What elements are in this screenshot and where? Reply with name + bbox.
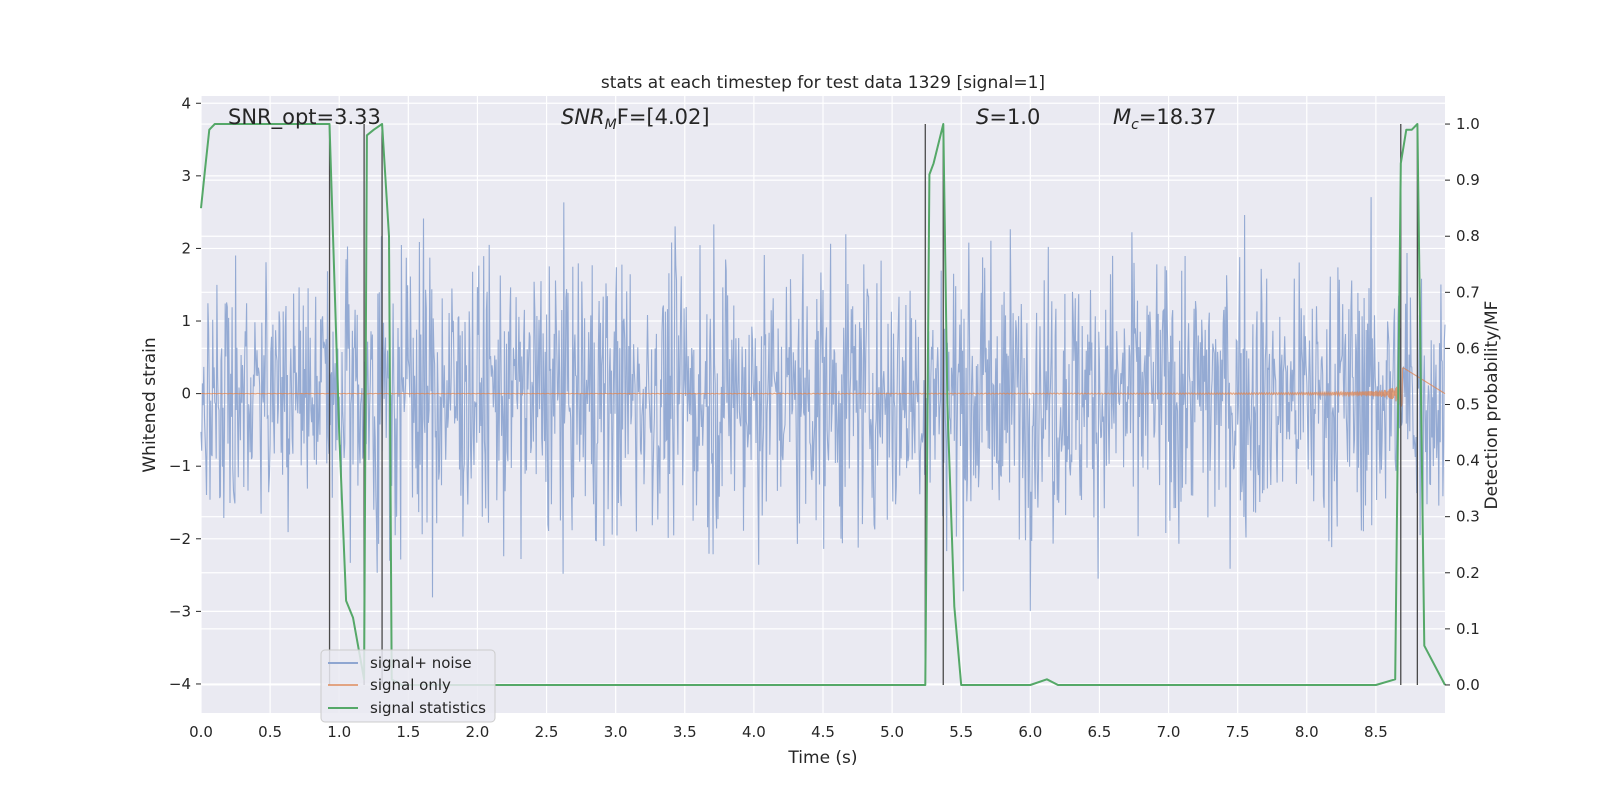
y-left-tick-label: −3 xyxy=(169,602,191,620)
x-axis-ticks: 0.0 0.5 1.0 1.5 2.0 2.5 3.0 3.5 4.0 4.5 5.0 5.5 6.0 6… xyxy=(189,723,1388,741)
y-left-tick-label: 1 xyxy=(181,312,191,330)
chart-title: stats at each timestep for test data 132… xyxy=(601,73,1045,93)
y-right-tick-label: 0.4 xyxy=(1456,452,1480,470)
x-tick-label: 6.0 xyxy=(1018,723,1042,741)
x-tick-label: 5.0 xyxy=(880,723,904,741)
legend-label-signal: signal only xyxy=(370,676,451,694)
legend: signal+ noise signal only signal statist… xyxy=(320,649,496,723)
y-left-tick-label: 4 xyxy=(181,94,191,112)
x-tick-label: 4.5 xyxy=(811,723,835,741)
signal-only-series xyxy=(200,367,1446,407)
legend-box xyxy=(320,649,496,723)
y-right-tick-label: 0.1 xyxy=(1456,620,1480,638)
x-tick-label: 6.5 xyxy=(1088,723,1112,741)
y-right-tick-label: 0.0 xyxy=(1456,676,1480,694)
x-tick-label: 2.0 xyxy=(466,723,490,741)
mc-annotation: Mc=18.37 xyxy=(1113,105,1217,133)
y-left-tick-label: 2 xyxy=(181,239,191,257)
x-tick-label: 0.5 xyxy=(258,723,282,741)
y-left-tick-label: 0 xyxy=(181,385,191,403)
x-tick-label: 7.5 xyxy=(1226,723,1250,741)
y-right-tick-label: 0.6 xyxy=(1456,339,1480,357)
signal-line xyxy=(200,367,1446,407)
y-axis-left-label: Whitened strain xyxy=(140,337,160,472)
x-tick-label: 8.5 xyxy=(1364,723,1388,741)
y-left-tick-label: −4 xyxy=(169,675,191,693)
snr-mf-annotation: SNRMF=[4.02] xyxy=(561,105,710,133)
signal-noise-series xyxy=(200,197,1446,611)
x-tick-label: 0.0 xyxy=(189,723,213,741)
x-tick-label: 3.5 xyxy=(673,723,697,741)
y-axis-left-ticks: 4 3 2 1 0 −1 −2 −3 −4 xyxy=(169,94,201,693)
y-left-tick-label: 3 xyxy=(181,167,191,185)
x-tick-label: 2.5 xyxy=(535,723,559,741)
x-tick-label: 1.0 xyxy=(327,723,351,741)
x-tick-label: 4.0 xyxy=(742,723,766,741)
noise-line xyxy=(200,197,1446,611)
y-right-tick-label: 0.7 xyxy=(1456,283,1480,301)
x-tick-label: 8.0 xyxy=(1295,723,1319,741)
y-right-tick-label: 0.2 xyxy=(1456,564,1480,582)
x-tick-label: 5.5 xyxy=(949,723,973,741)
y-axis-right-ticks: 1.0 0.9 0.8 0.7 0.6 0.5 0.4 0.3 0.2 0.1 0.0 xyxy=(1445,115,1480,694)
y-right-tick-label: 0.5 xyxy=(1456,396,1480,414)
y-axis-right-label: Detection probability/MF xyxy=(1482,301,1502,510)
y-left-tick-label: −1 xyxy=(169,457,191,475)
x-tick-label: 3.0 xyxy=(604,723,628,741)
signal-statistics-series xyxy=(200,123,1446,686)
legend-label-noise: signal+ noise xyxy=(370,654,472,672)
y-right-tick-label: 0.3 xyxy=(1456,508,1480,526)
x-tick-label: 1.5 xyxy=(396,723,420,741)
x-tick-label: 7.0 xyxy=(1157,723,1181,741)
y-right-tick-label: 0.9 xyxy=(1456,171,1480,189)
y-right-tick-label: 0.8 xyxy=(1456,227,1480,245)
s-annotation: S=1.0 xyxy=(976,105,1040,129)
x-axis-label: Time (s) xyxy=(787,748,857,768)
snr-opt-annotation: SNR_opt=3.33 xyxy=(228,105,381,130)
stats-line xyxy=(200,123,1446,686)
y-left-tick-label: −2 xyxy=(169,530,191,548)
y-right-tick-label: 1.0 xyxy=(1456,115,1480,133)
legend-label-stats: signal statistics xyxy=(370,699,486,717)
